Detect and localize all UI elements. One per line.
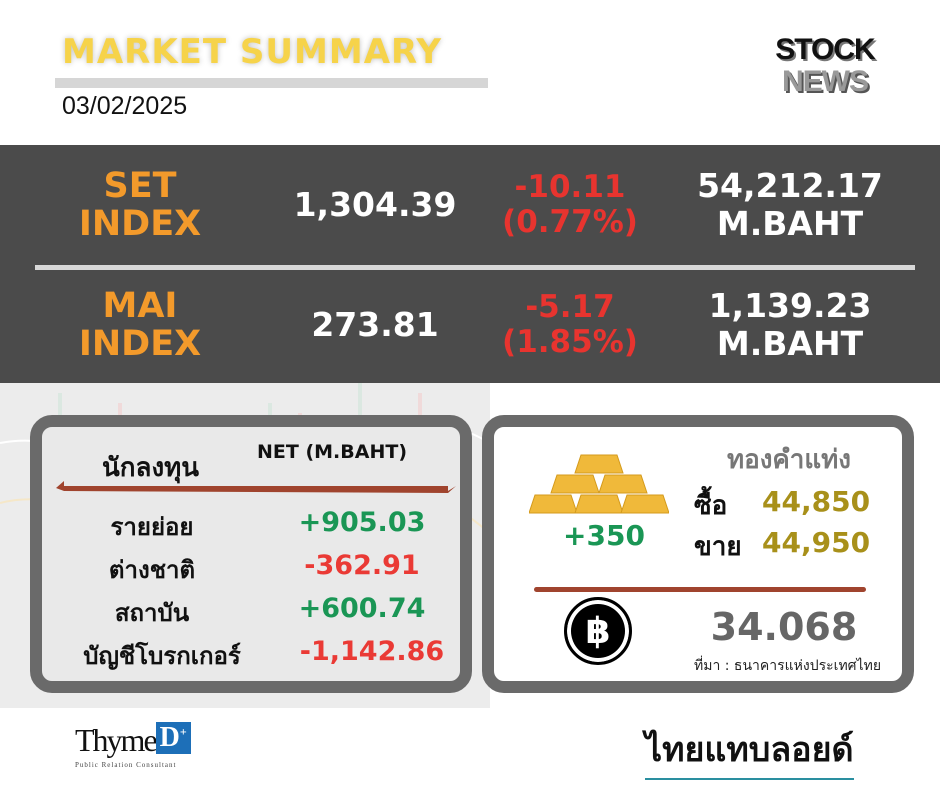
logo-line1: STOCK — [775, 33, 875, 66]
investor-row: ต่างชาติ -362.91 — [108, 550, 420, 584]
mai-index-row: MAI INDEX 273.81 -5.17 (1.85%) 1,139.23 M.B… — [0, 275, 940, 375]
investor-net-panel: นักลงทุน NET (M.BAHT) รายย่อย +905.03 ต่า… — [30, 415, 472, 693]
logo-line2: NEWS — [782, 65, 869, 98]
gold-title: ทองคำแท่ง — [726, 445, 852, 475]
gold-bars-icon — [529, 454, 669, 514]
investor-row: สถาบัน +600.74 — [114, 593, 426, 627]
index-value: 1,304.39 — [293, 185, 457, 224]
index-change: -5.17 (1.85%) — [502, 289, 638, 360]
double-arrow-icon — [56, 481, 456, 493]
investor-header: นักลงทุน — [102, 453, 200, 483]
section-divider — [534, 587, 866, 592]
page-title: MARKET SUMMARY — [62, 32, 442, 72]
index-volume: 54,212.17 M.BAHT — [697, 166, 883, 243]
data-source: ที่มา : ธนาคารแห่งประเทศไทย — [694, 658, 882, 674]
title-underline — [55, 78, 488, 88]
net-header: NET (M.BAHT) — [257, 441, 407, 463]
investor-row: บัญชีโบรกเกอร์ -1,142.86 — [83, 636, 445, 670]
sell-price: 44,950 — [762, 526, 871, 559]
row-divider — [35, 265, 915, 270]
usd-thb-rate: 34.068 — [710, 605, 858, 649]
gold-fx-panel: +350 ทองคำแท่ง ซื้อ 44,850 ขาย 44,950 ฿ … — [482, 415, 914, 693]
gold-change: +350 — [563, 519, 645, 552]
report-date: 03/02/2025 — [62, 92, 188, 120]
index-name: SET INDEX — [78, 166, 202, 244]
thaitabloid-logo: ไทยแทบลอยด์ — [645, 722, 854, 780]
sell-label: ขาย — [694, 532, 742, 562]
stock-news-logo: STOCK NEWS — [760, 34, 890, 98]
baht-coin-icon: ฿ — [564, 597, 632, 665]
set-index-row: SET INDEX 1,304.39 -10.11 (0.77%) 54,212.1… — [0, 155, 940, 255]
logo-tagline: Public Relation Consultant — [75, 761, 177, 769]
buy-label: ซื้อ — [694, 491, 728, 521]
index-name: MAI INDEX — [78, 286, 202, 364]
thymed-logo: Thyme D+ Public Relation Consultant — [75, 722, 191, 769]
index-change: -10.11 (0.77%) — [502, 169, 638, 240]
index-volume: 1,139.23 M.BAHT — [708, 286, 872, 363]
index-band: SET INDEX 1,304.39 -10.11 (0.77%) 54,212.1… — [0, 145, 940, 383]
investor-row: รายย่อย +905.03 — [110, 507, 426, 541]
index-value: 273.81 — [311, 305, 439, 344]
buy-price: 44,850 — [762, 485, 871, 518]
